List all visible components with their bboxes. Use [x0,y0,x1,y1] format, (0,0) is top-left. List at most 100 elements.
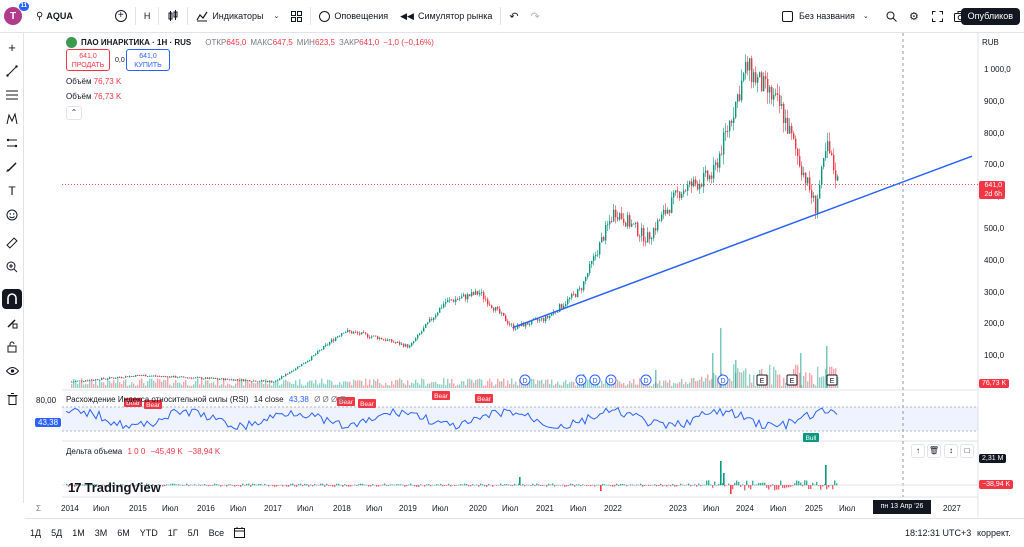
range-button[interactable]: 3М [94,528,108,538]
templates-button[interactable] [285,0,308,33]
volume-bar [531,378,533,388]
candle-body [205,377,207,379]
delta-bar [500,483,502,486]
lock-drawings-tool[interactable] [2,313,22,333]
volume-bar [351,385,353,388]
sell-label: ПРОДАТЬ [71,62,105,69]
goto-date-button[interactable]: Σ [36,504,41,513]
range-button[interactable]: 5Д [51,528,63,538]
trendline-tool[interactable] [2,61,22,81]
volume-bar [699,379,701,388]
candle-body [213,378,215,379]
pattern-tool[interactable] [2,109,22,129]
delta-bar [216,484,218,486]
volume-bar [555,383,557,388]
candle-body [299,366,301,368]
price-tick-label: 1 000,0 [984,65,1011,74]
candle-body [831,152,833,155]
candle-body [667,209,669,214]
volume-bar [577,384,579,388]
candle-body [617,217,619,220]
settings-button[interactable]: ⚙ [903,0,925,33]
lock-tool[interactable] [2,337,22,357]
layout-button[interactable]: Без названия ⌄ [776,0,875,33]
lock-icon [7,341,17,353]
magnet-tool[interactable] [2,289,22,309]
add-symbol-button[interactable]: + [109,0,133,33]
visibility-tool[interactable] [2,361,22,381]
volume-bar [529,381,531,388]
quick-search-button[interactable] [880,0,903,33]
zoom-tool[interactable] [2,257,22,277]
alerts-button[interactable]: Оповещения [313,0,394,33]
calendar-icon [234,526,246,538]
volume-bar [711,378,713,388]
delta-bar [166,484,168,486]
pane-maximize-button[interactable]: □ [960,444,974,458]
calendar-button[interactable] [229,526,250,540]
clock-label[interactable]: 18:12:31 UTC+3 [905,528,972,538]
candle-body [429,318,431,323]
delta-bar [274,485,276,487]
publish-button[interactable]: Опубликов [960,8,1020,25]
candle-body [159,376,161,377]
delta-bar [272,485,274,487]
range-button[interactable]: 1Д [30,528,42,538]
user-avatar[interactable]: T 11 [4,2,29,25]
volume-bar [209,383,211,388]
interval-button[interactable]: H [138,0,157,33]
horizontal-lines-tool[interactable] [2,85,22,105]
bear-label: Bear [146,402,161,409]
range-button[interactable]: 5Л [187,528,199,538]
collapse-legend-button[interactable]: ⌃ [66,106,82,120]
volume-bar [423,379,425,388]
redo-button[interactable]: ↷ [525,0,546,33]
volume-bar [753,374,755,388]
range-button[interactable]: YTD [139,528,158,538]
replay-button[interactable]: ◀◀ Симулятор рынка [394,0,498,33]
range-button[interactable]: 6М [117,528,130,538]
volume-bar [151,378,153,388]
buy-button[interactable]: 641,0 КУПИТЬ [126,49,170,71]
volume-bar [669,379,671,388]
delta-bar [812,482,814,486]
delta-bar [392,484,394,486]
prediction-tool[interactable] [2,133,22,153]
symbol-search[interactable]: ⚲ AQUA [30,0,79,33]
pane-delete-button[interactable]: 🗑 [927,444,941,458]
candle-body [449,299,451,301]
sell-button[interactable]: 641,0 ПРОДАТЬ [66,49,110,71]
brush-tool[interactable] [2,157,22,177]
pane-move-up-button[interactable]: ↑ [911,444,925,458]
fullscreen-button[interactable] [926,0,949,33]
undo-button[interactable]: ↶ [503,0,524,33]
search-icon: ⚲ [36,10,44,22]
volume-bar [767,374,769,388]
candle-body [791,126,793,134]
candle-body [281,376,283,379]
time-tick-label: Июл [703,504,720,513]
remove-drawings-tool[interactable] [2,389,22,409]
bear-label-bg [144,400,162,409]
range-button[interactable]: 1М [72,528,85,538]
indicators-button[interactable]: Индикаторы ⌄ [190,0,285,33]
candle-body [737,94,739,102]
delta-bar [410,483,412,486]
adjust-toggle[interactable]: коррект. [977,528,1011,538]
chart-type-button[interactable] [161,0,185,33]
range-button[interactable]: 1Г [167,528,178,538]
range-button[interactable]: Все [208,528,225,538]
volume-bar [395,379,397,388]
emoji-tool[interactable] [2,205,22,225]
event-marker-label: D [643,378,648,385]
event-marker-label: D [522,378,527,385]
ruler-tool[interactable] [2,233,22,253]
candle-body [579,288,581,290]
volume-bar [819,377,821,388]
text-tool[interactable]: T [2,181,22,201]
volume-bar [481,379,483,388]
pane-collapse-button[interactable]: ↕ [944,444,958,458]
crosshair-tool[interactable]: + [2,37,22,57]
delta-bar [420,484,422,486]
